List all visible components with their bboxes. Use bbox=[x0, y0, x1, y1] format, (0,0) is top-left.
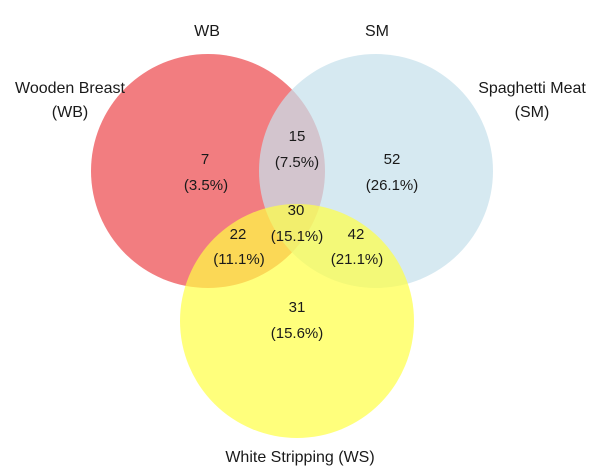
region-wb-ws-percent: (11.1%) bbox=[213, 251, 264, 268]
sm-top-label: SM bbox=[365, 23, 389, 40]
ws-bottom-label: White Stripping (WS) bbox=[225, 449, 374, 466]
region-all-percent: (15.1%) bbox=[271, 228, 324, 245]
region-wb-ws-value: 22 bbox=[230, 226, 247, 243]
region-ws-only-value: 31 bbox=[289, 299, 306, 316]
wb-top-label: WB bbox=[194, 23, 220, 40]
wb-side-label-line2: (WB) bbox=[52, 104, 88, 121]
wb-side-label-line1: Wooden Breast bbox=[15, 80, 126, 97]
region-sm-ws-value: 42 bbox=[348, 226, 365, 243]
region-ws-only-percent: (15.6%) bbox=[271, 325, 324, 342]
region-wb-sm-percent: (7.5%) bbox=[275, 154, 319, 171]
region-wb-only-percent: (3.5%) bbox=[184, 177, 228, 194]
region-wb-sm-value: 15 bbox=[289, 128, 306, 145]
region-all-value: 30 bbox=[288, 202, 305, 219]
ws-circle bbox=[180, 204, 414, 438]
sm-side-label-line2: (SM) bbox=[515, 104, 550, 121]
region-sm-only-percent: (26.1%) bbox=[366, 177, 419, 194]
region-sm-only-value: 52 bbox=[384, 151, 401, 168]
region-sm-ws-percent: (21.1%) bbox=[331, 251, 384, 268]
region-wb-only-value: 7 bbox=[201, 151, 209, 168]
sm-side-label-line1: Spaghetti Meat bbox=[478, 80, 586, 97]
